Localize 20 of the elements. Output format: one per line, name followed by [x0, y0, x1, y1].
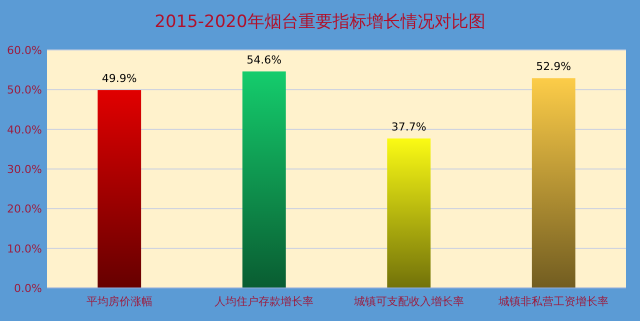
- x-tick-label: 城镇非私营工资增长率: [498, 295, 609, 308]
- bar: [98, 90, 142, 288]
- bar: [532, 78, 576, 288]
- y-tick-label: 20.0%: [7, 202, 42, 216]
- bar: [387, 138, 431, 288]
- chart-title: 2015-2020年烟台重要指标增长情况对比图: [154, 12, 486, 32]
- x-tick-label: 平均房价涨幅: [86, 295, 152, 308]
- data-label: 37.7%: [391, 120, 426, 134]
- y-tick-label: 10.0%: [7, 242, 42, 256]
- data-label: 49.9%: [102, 72, 137, 86]
- x-tick-label: 城镇可支配收入增长率: [352, 295, 464, 308]
- y-tick-label: 40.0%: [7, 123, 42, 136]
- data-label: 52.9%: [536, 60, 572, 74]
- data-label: 54.6%: [246, 53, 282, 66]
- x-tick-label: 人均住户存款增长率: [214, 295, 314, 308]
- y-tick-label: 30.0%: [7, 163, 42, 176]
- y-tick-label: 50.0%: [7, 84, 42, 97]
- y-tick-label: 0.0%: [14, 282, 42, 295]
- y-tick-label: 60.0%: [7, 44, 42, 57]
- bar: [242, 71, 286, 288]
